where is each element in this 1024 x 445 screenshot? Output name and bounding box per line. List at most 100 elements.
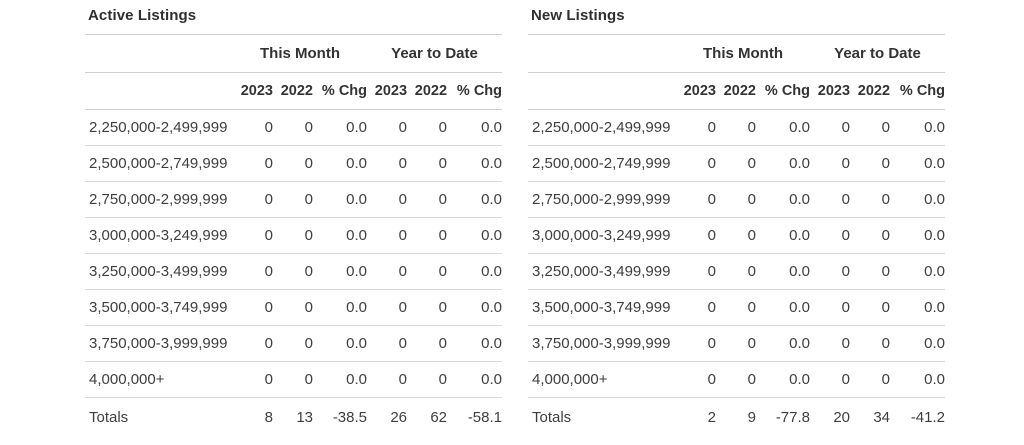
column-header-2022: 2022 (716, 72, 756, 110)
price-range-label: 2,500,000-2,749,999 (528, 145, 676, 182)
table-row: 2,250,000-2,499,999 0 0 0.0 0 0 0.0 (528, 109, 946, 146)
empty-header-cell (528, 72, 676, 110)
table-row: 3,500,000-3,749,999 0 0 0.0 0 0 0.0 (85, 289, 503, 326)
stat-value: 0.0 (890, 145, 946, 182)
column-header-row: 2023 2022 % Chg 2023 2022 % Chg (528, 72, 946, 110)
group-header-row: This Month Year to Date (528, 35, 946, 73)
group-header-year-to-date: Year to Date (810, 35, 946, 73)
empty-header-cell (85, 72, 233, 110)
stat-value: 0 (367, 145, 408, 182)
group-header-year-to-date: Year to Date (367, 35, 503, 73)
stat-value: 0 (367, 289, 408, 326)
stat-value: 0.0 (447, 217, 503, 254)
stat-value: 0.0 (890, 325, 946, 362)
stat-value: 0.0 (313, 181, 368, 218)
totals-value: 20 (833, 408, 851, 426)
price-range-label: 3,500,000-3,749,999 (528, 289, 676, 326)
stat-value: 0 (233, 361, 273, 398)
stat-value: 0 (850, 253, 891, 290)
stat-value: 0 (233, 253, 273, 290)
stat-value: 0 (810, 109, 851, 146)
price-range-label: 3,750,000-3,999,999 (85, 325, 233, 362)
stat-value: 0.0 (890, 361, 946, 398)
stat-value: 0 (367, 217, 408, 254)
stat-value: 0 (810, 145, 851, 182)
stat-value: 0 (407, 289, 448, 326)
stat-value: 0 (367, 361, 408, 398)
table-row: 2,750,000-2,999,999 0 0 0.0 0 0 0.0 (528, 181, 946, 218)
stat-value: 0.0 (313, 217, 368, 254)
totals-value: 9 (747, 408, 756, 426)
price-range-label: 4,000,000+ (85, 361, 233, 398)
stat-value: 0 (716, 181, 756, 218)
price-range-label: 3,750,000-3,999,999 (528, 325, 676, 362)
stat-value: 0 (407, 217, 448, 254)
stat-value: 0 (810, 361, 851, 398)
table-row: 3,750,000-3,999,999 0 0 0.0 0 0 0.0 (528, 325, 946, 362)
stat-value: 0 (273, 253, 313, 290)
stat-value: 0.0 (447, 289, 503, 326)
stat-value: 0.0 (447, 325, 503, 362)
stat-value: 0 (407, 145, 448, 182)
table-row: 3,500,000-3,749,999 0 0 0.0 0 0 0.0 (528, 289, 946, 326)
price-range-label: 3,250,000-3,499,999 (85, 253, 233, 290)
stat-value: 0 (676, 145, 716, 182)
stat-value: 0 (233, 145, 273, 182)
stat-value: 0.0 (756, 109, 811, 146)
totals-value: -58.1 (467, 408, 503, 426)
totals-row: Totals 2 9 -77.8 20 34 -41.2 (528, 397, 945, 437)
stat-value: 0.0 (447, 145, 503, 182)
stat-value: 0.0 (890, 253, 946, 290)
group-header-row: This Month Year to Date (85, 35, 503, 73)
table-row: 2,500,000-2,749,999 0 0 0.0 0 0 0.0 (528, 145, 946, 182)
stat-value: 0 (676, 325, 716, 362)
totals-value: 26 (390, 408, 408, 426)
column-header-2022: 2022 (273, 72, 313, 110)
stat-value: 0.0 (313, 145, 368, 182)
price-range-label: 2,500,000-2,749,999 (85, 145, 233, 182)
empty-header-cell (528, 35, 676, 73)
totals-value: 13 (296, 408, 313, 426)
stat-value: 0.0 (890, 289, 946, 326)
column-header-pct-chg: % Chg (756, 72, 811, 110)
price-range-label: 3,500,000-3,749,999 (85, 289, 233, 326)
stat-value: 0.0 (447, 253, 503, 290)
stat-value: 0.0 (890, 181, 946, 218)
totals-label: Totals (532, 408, 572, 426)
table-row: 3,250,000-3,499,999 0 0 0.0 0 0 0.0 (85, 253, 503, 290)
stat-value: 0.0 (756, 361, 811, 398)
stat-value: 0 (716, 217, 756, 254)
column-header-row: 2023 2022 % Chg 2023 2022 % Chg (85, 72, 503, 110)
price-range-label: 2,750,000-2,999,999 (528, 181, 676, 218)
column-header-pct-chg: % Chg (447, 72, 503, 110)
totals-value: 62 (430, 408, 448, 426)
stat-value: 0.0 (313, 109, 368, 146)
stat-value: 0 (850, 109, 891, 146)
stat-value: 0 (716, 109, 756, 146)
stat-value: 0.0 (447, 181, 503, 218)
stat-value: 0 (367, 109, 408, 146)
stat-value: 0.0 (313, 361, 368, 398)
stat-value: 0 (233, 289, 273, 326)
stat-value: 0 (233, 217, 273, 254)
price-range-label: 4,000,000+ (528, 361, 676, 398)
stat-value: 0 (716, 145, 756, 182)
stat-value: 0.0 (756, 325, 811, 362)
totals-value: -38.5 (332, 408, 368, 426)
stat-value: 0 (676, 181, 716, 218)
stat-value: 0 (676, 289, 716, 326)
stat-value: 0 (367, 181, 408, 218)
price-range-label: 2,750,000-2,999,999 (85, 181, 233, 218)
table-row: 3,000,000-3,249,999 0 0 0.0 0 0 0.0 (528, 217, 946, 254)
price-range-label: 2,250,000-2,499,999 (85, 109, 233, 146)
stat-value: 0 (407, 361, 448, 398)
stat-value: 0 (810, 181, 851, 218)
totals-value: 34 (873, 408, 891, 426)
stat-value: 0 (716, 325, 756, 362)
stat-value: 0 (367, 253, 408, 290)
column-header-2023: 2023 (810, 72, 851, 110)
stat-value: 0 (716, 253, 756, 290)
table-row: 4,000,000+ 0 0 0.0 0 0 0.0 (528, 361, 946, 398)
stat-value: 0.0 (756, 217, 811, 254)
